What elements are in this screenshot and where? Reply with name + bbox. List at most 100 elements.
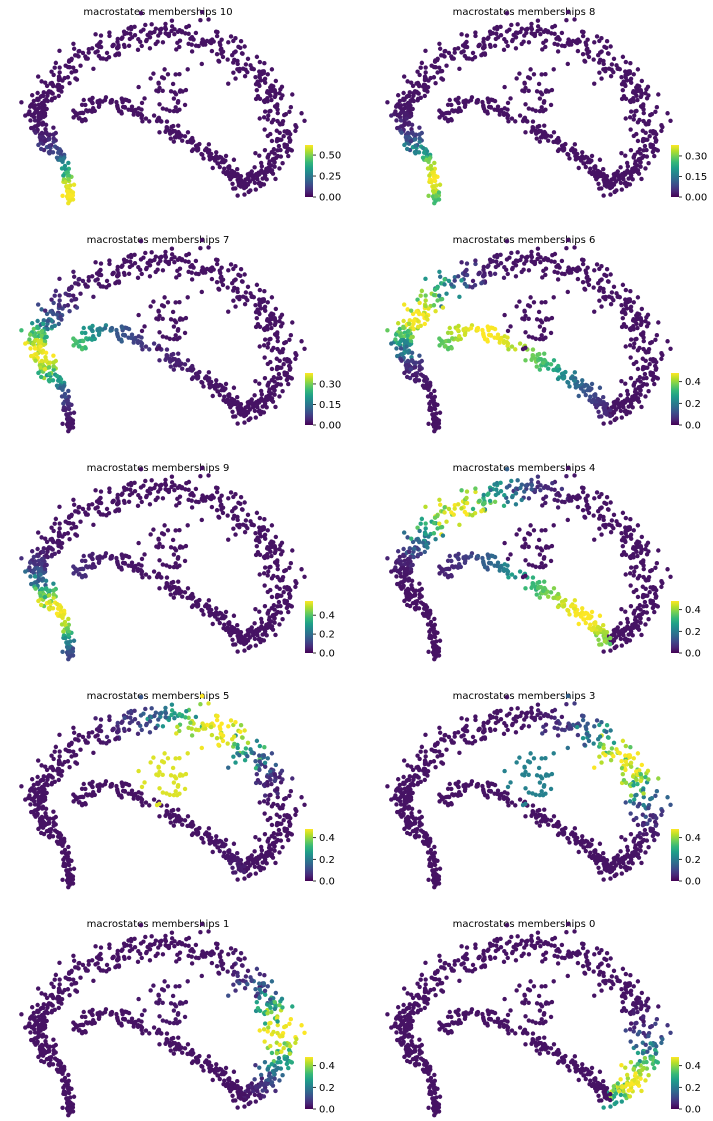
cell-point: [437, 182, 443, 187]
cell-point: [592, 496, 597, 501]
cell-point: [45, 98, 50, 104]
cell-point: [540, 503, 545, 508]
cell-point: [235, 649, 240, 654]
cell-point: [281, 361, 286, 367]
cell-point: [475, 97, 481, 103]
cell-point: [268, 85, 273, 90]
cell-point: [539, 105, 544, 110]
cell-point: [535, 474, 541, 479]
cell-point: [57, 298, 62, 303]
cell-point: [555, 49, 561, 54]
cell-point: [613, 635, 619, 640]
cell-point: [522, 33, 527, 38]
cell-point: [257, 539, 262, 545]
cell-point: [479, 281, 484, 286]
cell-point: [275, 563, 280, 568]
cell-point: [219, 37, 224, 42]
cell-point: [302, 574, 307, 579]
cell-point: [473, 258, 478, 263]
cell-point: [61, 156, 66, 162]
cell-point: [643, 358, 648, 364]
cell-point: [83, 558, 88, 564]
cell-point: [443, 116, 448, 121]
cell-point: [635, 553, 640, 559]
cell-point: [538, 90, 543, 95]
cell-point: [604, 267, 610, 272]
cell-point: [638, 544, 643, 549]
cell-point: [540, 47, 545, 52]
cell-point: [627, 525, 633, 530]
cell-point: [604, 273, 609, 279]
cell-point: [645, 137, 650, 142]
cell-point: [570, 38, 576, 44]
cell-point: [431, 417, 436, 422]
cell-point: [417, 300, 422, 306]
cell-point: [261, 182, 267, 187]
panel-5: macrostates memberships 40.00.20.4: [385, 463, 701, 662]
cell-point: [278, 375, 283, 381]
cell-point: [473, 33, 478, 39]
cell-point: [124, 97, 129, 103]
cell-point: [432, 59, 438, 64]
cell-point: [185, 358, 191, 363]
cell-point: [61, 173, 66, 178]
cell-point: [585, 265, 590, 270]
cell-point: [222, 394, 227, 399]
cell-point: [642, 371, 648, 377]
cell-point: [245, 172, 251, 177]
cell-point: [223, 609, 229, 615]
cell-point: [66, 173, 72, 178]
cell-point: [530, 335, 535, 340]
cell-point: [565, 465, 571, 471]
cell-point: [449, 102, 454, 108]
cell-point: [449, 330, 454, 336]
cell-point: [42, 595, 48, 600]
cell-point: [394, 574, 399, 579]
cell-point: [214, 150, 219, 155]
cell-point: [138, 467, 144, 472]
cell-point: [402, 598, 407, 604]
cell-point: [56, 606, 61, 611]
cell-point: [534, 136, 539, 141]
cell-point: [199, 465, 205, 471]
cell-point: [601, 394, 606, 400]
cell-point: [581, 257, 586, 263]
cell-point: [210, 165, 215, 171]
cell-point: [144, 494, 149, 500]
cell-point: [481, 36, 486, 42]
cell-point: [433, 422, 439, 427]
cell-point: [486, 98, 491, 103]
cell-point: [286, 135, 292, 141]
cell-point: [163, 21, 168, 27]
cell-point: [513, 46, 519, 51]
cell-point: [245, 297, 250, 303]
cell-point: [418, 65, 423, 70]
colorbar-tick-label: 0.25: [319, 172, 341, 183]
cell-point: [147, 35, 153, 40]
cell-point: [548, 102, 554, 108]
cell-point: [607, 185, 613, 191]
cell-point: [188, 492, 193, 497]
cell-point: [83, 346, 88, 351]
cell-point: [628, 304, 634, 310]
cell-point: [620, 401, 625, 406]
cell-point: [173, 300, 178, 305]
cell-point: [293, 584, 298, 590]
cell-point: [177, 255, 182, 261]
cell-point: [646, 349, 651, 355]
cell-point: [74, 305, 80, 310]
cell-point: [628, 583, 633, 588]
cell-point: [608, 192, 613, 197]
cell-point: [66, 401, 72, 406]
cell-point: [259, 164, 265, 169]
cell-point: [257, 552, 263, 558]
cell-point: [265, 382, 271, 388]
cell-point: [452, 278, 457, 283]
cell-point: [647, 361, 652, 367]
cell-point: [172, 90, 177, 95]
cell-point: [83, 118, 88, 123]
cell-point: [163, 26, 169, 32]
cell-point: [254, 543, 260, 549]
cell-point: [635, 377, 640, 383]
cell-point: [66, 287, 72, 292]
